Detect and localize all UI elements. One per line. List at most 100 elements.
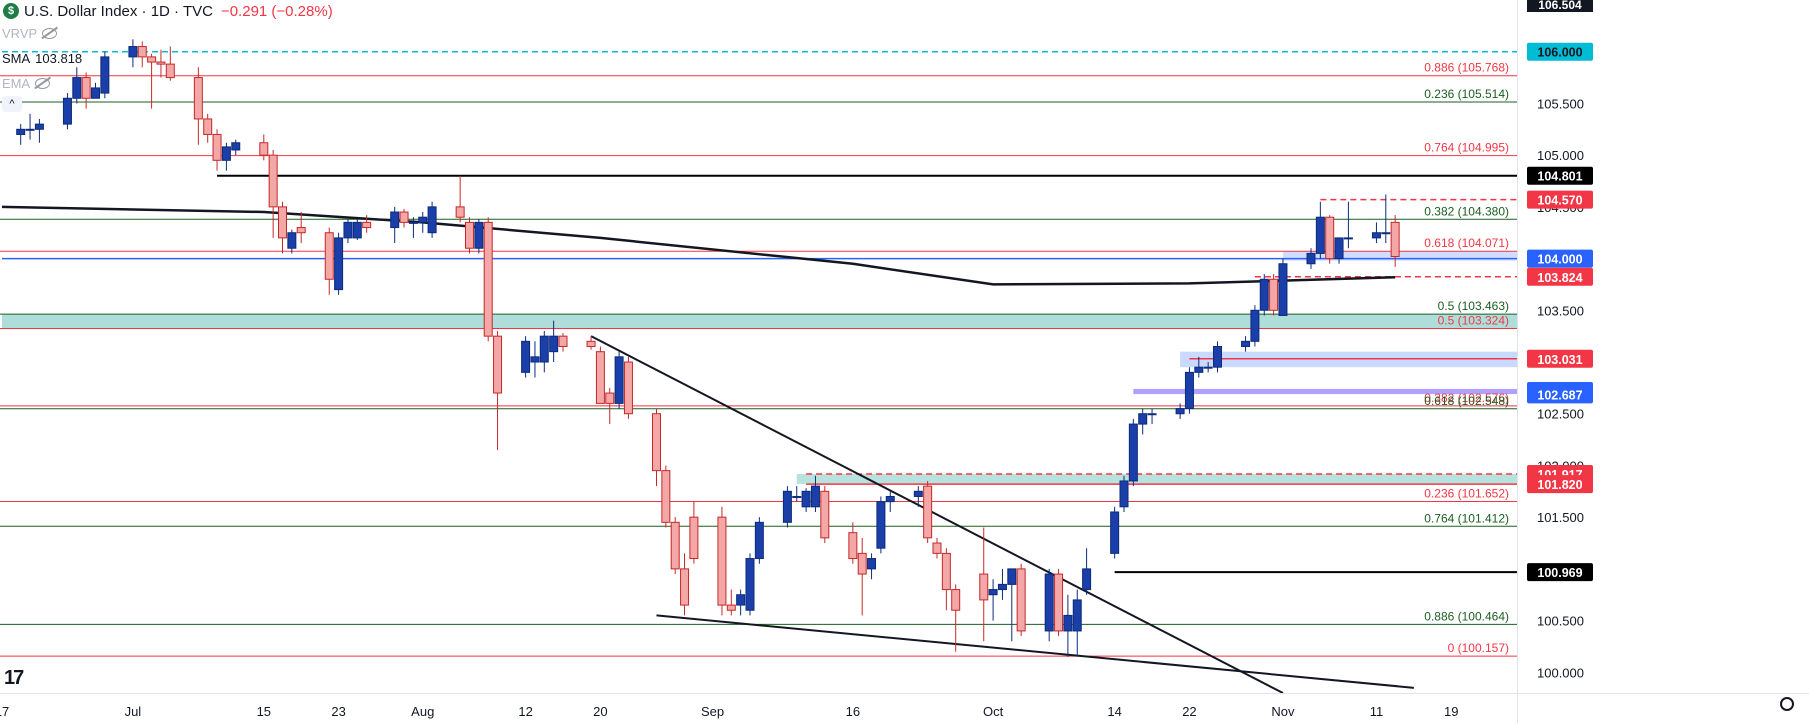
- candle-body: [670, 521, 680, 570]
- candle-body: [1147, 413, 1157, 416]
- x-tick-label: 19: [1444, 704, 1458, 719]
- zones-layer: [2, 251, 1517, 485]
- candle-body: [137, 46, 147, 58]
- candle-body: [62, 97, 72, 125]
- candle-body: [1063, 614, 1073, 632]
- candle: [867, 553, 877, 580]
- candle: [1371, 222, 1381, 244]
- eye-hidden-icon[interactable]: [42, 28, 58, 39]
- x-tick-label: 15: [257, 704, 271, 719]
- candle: [913, 486, 923, 507]
- candle-body: [595, 351, 605, 404]
- candle: [801, 488, 811, 512]
- candle: [81, 72, 91, 109]
- fib-levels-layer: 0.886 (105.768) 0.236 (105.514) 0.764 (104…: [0, 61, 1517, 657]
- candle-body: [521, 340, 531, 373]
- candle: [670, 517, 680, 575]
- candle: [717, 506, 727, 616]
- x-tick-label: 12: [518, 704, 532, 719]
- candle-body: [1306, 252, 1316, 265]
- candle-body: [848, 532, 858, 560]
- candle-body: [857, 552, 867, 575]
- fib-level-label: 0.618 (104.071): [1424, 236, 1509, 250]
- candle-body: [259, 142, 269, 156]
- candle: [726, 589, 736, 616]
- eye-hidden-icon[interactable]: [35, 78, 51, 89]
- zone-band: [1282, 251, 1517, 261]
- candle-body: [91, 87, 100, 99]
- candle-body: [399, 211, 409, 223]
- candle-body: [483, 221, 493, 337]
- fib-level-label: 0.5 (103.324): [1438, 314, 1509, 328]
- candle-body: [1138, 413, 1148, 425]
- candle: [745, 553, 755, 616]
- candle: [1072, 589, 1082, 657]
- candle-body: [334, 237, 344, 291]
- chevron-up-icon[interactable]: ^: [2, 96, 22, 112]
- candle: [1306, 248, 1316, 269]
- candle-body: [203, 118, 213, 135]
- gear-icon[interactable]: [1780, 697, 1794, 711]
- top-price-label: 106.504: [1538, 0, 1582, 12]
- x-tick-label: 22: [1182, 704, 1196, 719]
- candle-body: [951, 589, 961, 611]
- x-tick-label: 17: [0, 704, 9, 719]
- candle: [1054, 568, 1064, 637]
- candle-body: [1128, 423, 1138, 482]
- candle-body: [296, 227, 306, 234]
- fib-level-label: 0.764 (104.995): [1424, 141, 1509, 155]
- indicator-ema[interactable]: EMA: [2, 76, 51, 91]
- candle: [595, 346, 605, 404]
- x-tick-label: Oct: [983, 704, 1004, 719]
- candle: [1259, 274, 1269, 316]
- candle-body: [549, 335, 559, 353]
- candle-body: [1269, 278, 1279, 311]
- candle-body: [408, 221, 418, 224]
- candle: [137, 41, 147, 68]
- candle-body: [193, 77, 203, 120]
- candle-body: [1381, 232, 1391, 235]
- candle: [465, 217, 474, 254]
- indicator-vrvp[interactable]: VRVP: [2, 26, 58, 41]
- fib-level-label: 0.886 (100.464): [1424, 609, 1509, 623]
- candle: [259, 134, 269, 161]
- candle-body: [1259, 278, 1269, 311]
- candle: [91, 82, 100, 99]
- candle-body: [1175, 408, 1185, 415]
- candle: [334, 232, 344, 295]
- candle: [680, 553, 690, 616]
- candle-body: [427, 206, 437, 234]
- trendline: [590, 335, 1284, 694]
- candle: [362, 215, 372, 233]
- candle: [1119, 475, 1129, 512]
- indicator-label: SMA: [2, 51, 31, 66]
- candle: [549, 320, 559, 363]
- candle-body: [362, 221, 372, 229]
- candle: [1063, 594, 1073, 657]
- candle-body: [1390, 221, 1400, 258]
- candle: [1138, 408, 1148, 435]
- indicator-sma[interactable]: SMA 103.818: [2, 51, 82, 66]
- candle-body: [979, 573, 989, 601]
- candle-body: [212, 133, 222, 161]
- candle-body: [1315, 216, 1325, 254]
- candle: [979, 527, 989, 642]
- candle: [1203, 362, 1213, 373]
- candle-body: [465, 221, 474, 249]
- candle-body: [605, 392, 615, 404]
- candle-body: [128, 46, 138, 58]
- indicator-label: EMA: [2, 76, 31, 91]
- candle-body: [493, 335, 503, 394]
- candle: [1194, 356, 1204, 378]
- candle-body: [820, 490, 830, 539]
- tradingview-logo-icon: 17: [4, 667, 24, 689]
- candle-body: [923, 485, 933, 539]
- candle-body: [1044, 573, 1054, 632]
- candles-layer: [16, 39, 1400, 657]
- candle: [418, 212, 428, 233]
- candle: [876, 496, 886, 554]
- candle: [586, 336, 596, 350]
- fib-level-label: 0.886 (105.768): [1424, 61, 1509, 75]
